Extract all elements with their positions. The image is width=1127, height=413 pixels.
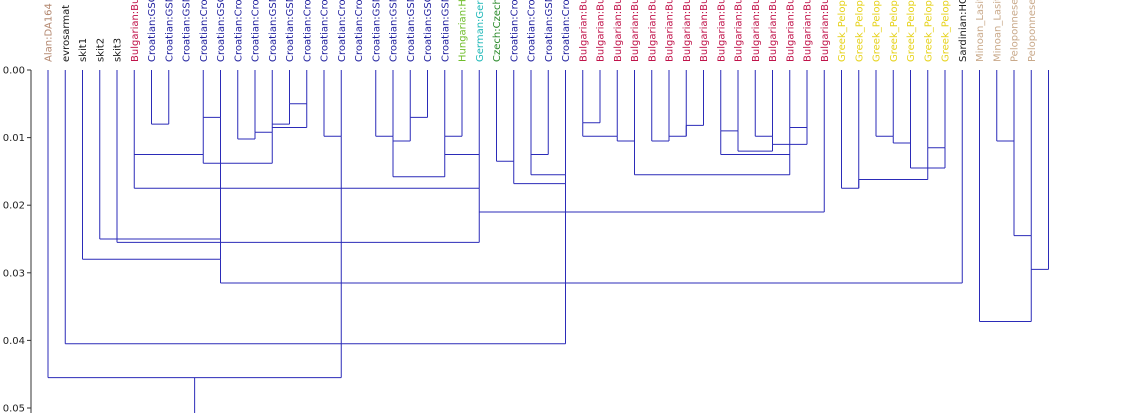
y-tick-label: 0.00 — [3, 66, 25, 77]
leaf-label: skit3 — [113, 38, 124, 62]
leaf-label: Greek_Pelop — [941, 0, 952, 62]
leaf-label: evrosarmat — [61, 5, 72, 62]
leaf-label: Bulgarian:Bul — [734, 0, 745, 62]
leaf-label: Bulgarian:Bul — [596, 0, 607, 62]
leaf-label: Croatian:GSN — [268, 0, 279, 62]
leaf-label: Croatian:GSN — [389, 0, 400, 62]
leaf-label: Alan:DA164 — [44, 3, 55, 62]
leaf-label: Bulgarian:Bul — [130, 0, 141, 62]
leaf-label: Croatian:GSN — [544, 0, 555, 62]
y-tick-label: 0.03 — [3, 268, 25, 279]
leaf-label: Bulgarian:Bul — [768, 0, 779, 62]
leaf-label: Bulgarian:Bul — [647, 0, 658, 62]
y-tick-label: 0.02 — [3, 201, 25, 212]
leaf-label: Bulgarian:Bul — [613, 0, 624, 62]
leaf-label: Minoan_Lasit — [992, 0, 1003, 62]
leaf-label: Croatian:Cro — [199, 0, 210, 62]
leaf-label: Bulgarian:Bul — [820, 0, 831, 62]
leaf-label: Sardinian:HG — [958, 0, 969, 62]
leaf-label: Croatian:GSG — [216, 0, 227, 62]
leaf-label: Peloponnese — [1010, 0, 1021, 62]
leaf-label: Bulgarian:Bul — [665, 0, 676, 62]
leaf-label: German:Germ — [475, 0, 486, 62]
leaf-label: Bulgarian:Bul — [785, 0, 796, 62]
y-tick-label: 0.05 — [3, 404, 25, 413]
leaf-label: Croatian:Cro — [561, 0, 572, 62]
leaf-label: Croatian:GSG — [423, 0, 434, 62]
leaf-label: Croatian:Cro — [509, 0, 520, 62]
leaf-label: Greek_Pelop — [889, 0, 900, 62]
leaf-label: Bulgarian:Bul — [630, 0, 641, 62]
leaf-label: Croatian:Cro — [302, 0, 313, 62]
leaf-label: Croatian:GSN — [164, 0, 175, 62]
leaf-label: Bulgarian:Bul — [699, 0, 710, 62]
leaf-label: Greek_Pelop — [872, 0, 883, 62]
y-axis: 0.00 0.01 0.02 0.03 0.04 0.05 — [3, 66, 32, 413]
leaf-label: Croatian:Cro — [251, 0, 262, 62]
leaf-label: Croatian:Cro — [320, 0, 331, 62]
y-tick-label: 0.01 — [3, 133, 25, 144]
leaf-label: Croatian:GSN — [285, 0, 296, 62]
leaf-label: Czech:Czech — [492, 0, 503, 62]
leaf-label: Minoan_Lasit — [975, 0, 986, 62]
leaf-label: Hungarian:Hu — [458, 0, 469, 62]
leaf-label: Bulgarian:Bul — [578, 0, 589, 62]
leaf-label: Croatian:GSN — [406, 0, 417, 62]
leaf-labels: Alan:DA164 evrosarmat skit1 skit2 skit3 Bulga… — [44, 0, 1038, 62]
leaf-label: Croatian:GSN — [371, 0, 382, 62]
leaf-label: Greek_Pelop — [854, 0, 865, 62]
y-tick-label: 0.04 — [3, 336, 25, 347]
leaf-label: Croatian:Cro — [527, 0, 538, 62]
leaf-label: Croatian:GSN — [440, 0, 451, 62]
leaf-label: skit1 — [78, 38, 89, 62]
leaf-label: skit2 — [95, 38, 106, 62]
leaf-label: Greek_Pelop — [837, 0, 848, 62]
leaf-label: Peloponnese — [1027, 0, 1038, 62]
leaf-label: Greek_Pelop — [906, 0, 917, 62]
leaf-label: Croatian:Cro — [354, 0, 365, 62]
leaf-label: Bulgarian:Bul — [803, 0, 814, 62]
leaf-label: Croatian:Cro — [233, 0, 244, 62]
leaf-label: Croatian:Cro — [337, 0, 348, 62]
leaf-label: Croatian:GSN — [182, 0, 193, 62]
leaf-label: Croatian:GSG — [147, 0, 158, 62]
leaf-label: Bulgarian:Bul — [751, 0, 762, 62]
leaf-label: Bulgarian:Bul — [716, 0, 727, 62]
leaf-label: Greek_Pelop — [923, 0, 934, 62]
leaf-label: Bulgarian:Bul — [682, 0, 693, 62]
dendrogram-branches — [47, 70, 1049, 413]
